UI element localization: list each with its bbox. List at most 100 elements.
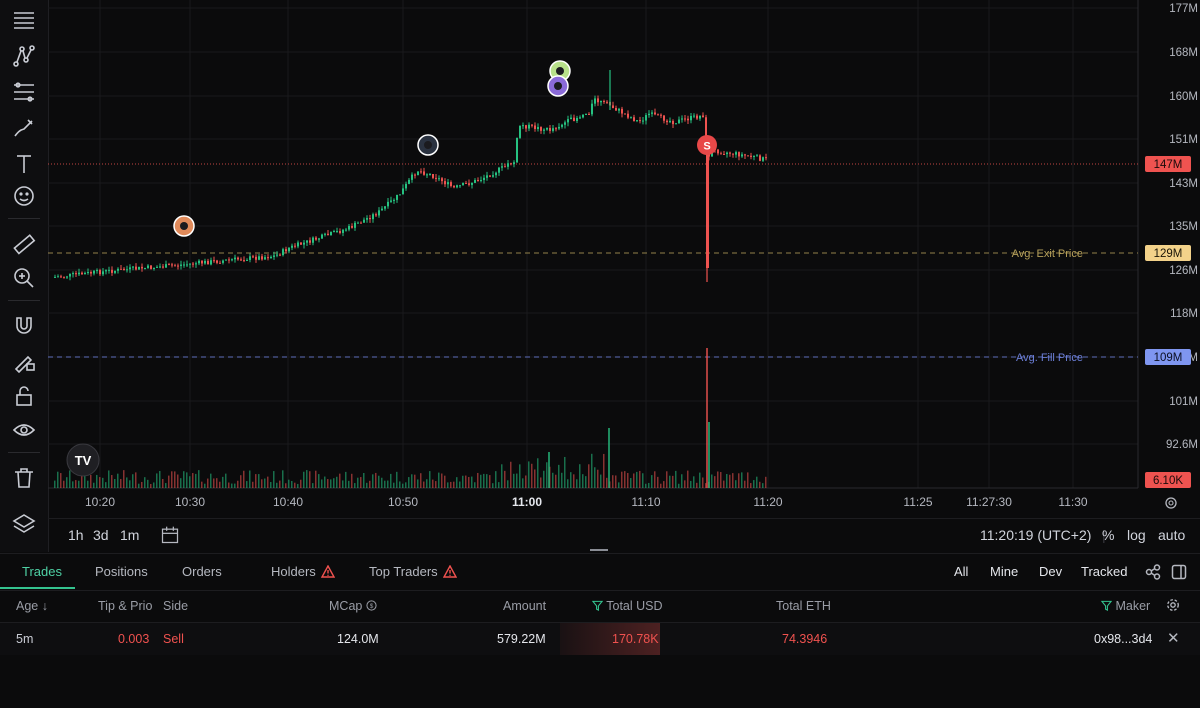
volume-bar [57, 471, 59, 488]
volume-bar [528, 461, 530, 488]
close-icon[interactable]: ✕ [1167, 630, 1180, 647]
volume-bar [348, 480, 350, 488]
candle-body [630, 117, 632, 119]
col-age-label: Age [16, 599, 39, 613]
price-chart[interactable]: 177M 168M 160M 151M 143M 135M 126M 118M 109M 101M… [48, 0, 1200, 518]
candle-body [438, 178, 440, 180]
candle-body [402, 188, 404, 195]
candle-body [375, 214, 377, 216]
filter-dev[interactable]: Dev [1039, 564, 1063, 579]
volume-bar [141, 481, 143, 488]
trend-line-icon[interactable] [8, 40, 40, 72]
lock-drawing-icon[interactable] [8, 345, 40, 377]
eye-icon[interactable] [8, 414, 40, 446]
candlestick-chart[interactable]: 177M 168M 160M 151M 143M 135M 126M 118M 109M 101M… [48, 0, 1200, 518]
col-mcap[interactable]: MCap $ [329, 599, 377, 613]
emoji-icon[interactable] [8, 180, 40, 212]
candle-body [603, 100, 605, 102]
chart-settings-icon-inner [1168, 500, 1174, 506]
tab-trades[interactable]: Trades [22, 564, 62, 579]
candle-body [228, 259, 230, 261]
filter-mine[interactable]: Mine [990, 564, 1019, 579]
col-age[interactable]: Age ↓ [16, 599, 48, 613]
volume-bar [138, 483, 140, 488]
candle-body [147, 265, 149, 268]
fib-retracement-icon[interactable] [8, 76, 40, 108]
trash-icon[interactable] [8, 462, 40, 494]
volume-bar [291, 480, 293, 488]
date-range-icon[interactable] [160, 525, 180, 550]
tab-positions[interactable]: Positions [95, 564, 148, 579]
crosshair-menu-icon[interactable] [8, 4, 40, 36]
tab-top-traders[interactable]: Top Traders [369, 564, 457, 579]
tab-holders[interactable]: Holders [271, 564, 335, 579]
volume-bar [732, 473, 734, 488]
share-icon[interactable] [1145, 564, 1161, 585]
brush-icon[interactable] [8, 112, 40, 144]
candle-body [645, 115, 647, 121]
volume-bar [495, 471, 497, 488]
candle-body [330, 231, 332, 236]
candle-body [198, 260, 200, 264]
settings-icon[interactable] [1166, 598, 1180, 617]
candle-body [132, 266, 134, 268]
volume-bar [297, 483, 299, 488]
cell-maker[interactable]: 0x98...3d4 [1094, 632, 1153, 646]
filter-icon[interactable] [591, 600, 604, 611]
interval-1m[interactable]: 1m [120, 527, 140, 543]
time-tick-label: 10:20 [85, 495, 115, 509]
ruler-icon[interactable] [8, 228, 40, 260]
candle-body [339, 231, 341, 233]
log-toggle[interactable]: log [1127, 527, 1146, 543]
candle-body [267, 257, 269, 259]
candle-body [510, 163, 512, 165]
candle-body [318, 238, 320, 240]
volume-bar [159, 470, 161, 488]
volume-bar [357, 477, 359, 488]
candle-body [57, 276, 59, 278]
volume-bar [444, 475, 446, 488]
candle-body [477, 180, 479, 182]
filter-icon[interactable] [1100, 600, 1113, 611]
lock-icon[interactable] [8, 380, 40, 412]
currency-toggle-icon[interactable]: $ [366, 600, 377, 611]
layers-icon[interactable] [8, 508, 40, 540]
interval-3d[interactable]: 3d [93, 527, 109, 543]
time-tick-label: 11:27:30 [966, 495, 1012, 509]
filter-all[interactable]: All [954, 564, 969, 579]
volume-bar [582, 474, 584, 488]
candle-body [642, 120, 644, 122]
volume-bar [363, 472, 365, 488]
tab-orders[interactable]: Orders [182, 564, 222, 579]
volume-bar [501, 464, 503, 488]
volume-bar [657, 476, 659, 488]
col-total-usd[interactable]: Total USD [591, 599, 663, 613]
volume-bar [96, 474, 98, 488]
candle-body [753, 155, 755, 157]
volume-bar [633, 473, 635, 488]
panel-resize-handle[interactable] [590, 549, 608, 551]
magnet-icon[interactable] [8, 310, 40, 342]
table-row[interactable]: 5m 0.003 Sell 124.0M 579.22M 170.78K 74.… [0, 623, 1200, 655]
filter-tracked[interactable]: Tracked [1081, 564, 1128, 579]
text-icon[interactable] [8, 148, 40, 180]
volume-bar [636, 471, 638, 488]
candle-body [282, 249, 284, 256]
auto-toggle[interactable]: auto [1158, 527, 1186, 543]
candle-body [348, 226, 350, 230]
volume-bar [225, 473, 227, 488]
interval-1h[interactable]: 1h [68, 527, 84, 543]
candle-body [351, 226, 353, 228]
percent-toggle[interactable]: % [1102, 527, 1115, 543]
volume-bar [471, 476, 473, 488]
panel-toggle-icon[interactable] [1171, 564, 1187, 585]
candle-body [756, 155, 758, 157]
volume-bar [105, 482, 107, 488]
col-maker[interactable]: Maker [1100, 599, 1150, 613]
candle-body [270, 256, 272, 259]
zoom-icon[interactable] [8, 262, 40, 294]
volume-bar [69, 470, 71, 488]
volume-bar [564, 456, 566, 488]
col-total-eth: Total ETH [776, 599, 831, 613]
volume-bar [570, 472, 572, 488]
